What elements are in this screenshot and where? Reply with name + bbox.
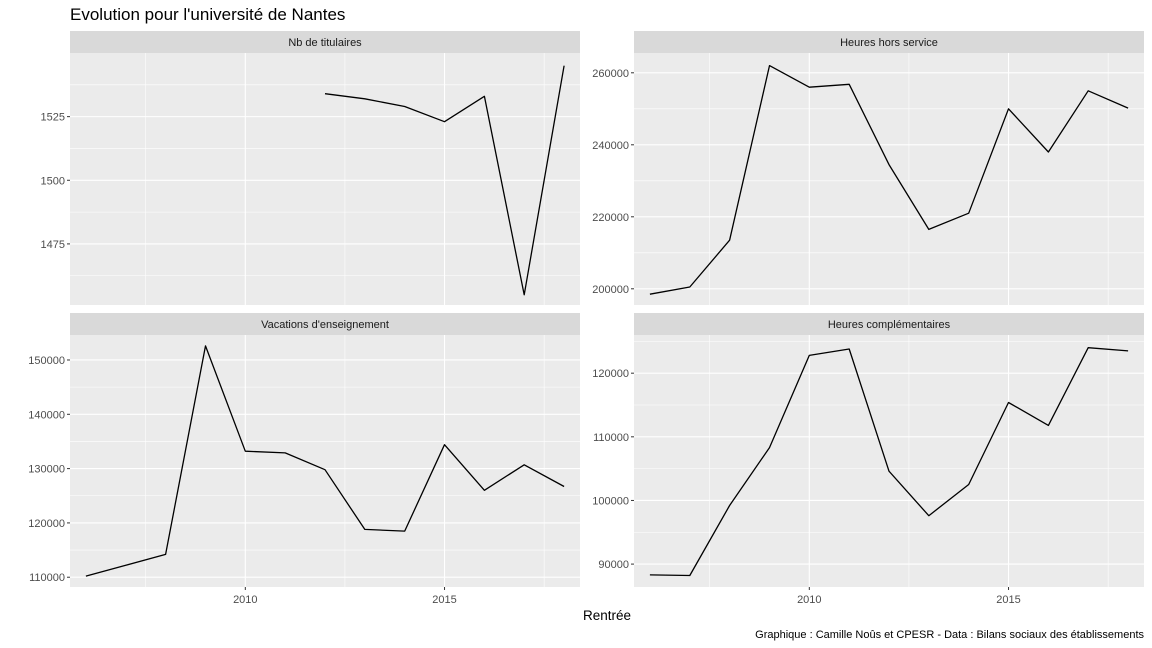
series-line-nb-de-titulaires: [324, 65, 565, 296]
data-point: [364, 98, 366, 100]
data-point: [689, 575, 691, 577]
panel-vacations-d-enseignement: Vacations d'enseignement 110000 120000 1300…: [28, 313, 580, 606]
data-point: [848, 348, 850, 350]
data-point: [729, 505, 731, 507]
facet-strip-label: Heures hors service: [840, 37, 938, 49]
facet-strip-label: Heures complémentaires: [828, 319, 951, 331]
facet-strip-label: Nb de titulaires: [288, 37, 362, 49]
data-point: [649, 574, 651, 576]
data-point: [888, 470, 890, 472]
y-tick-label: 220000: [592, 212, 629, 224]
y-tick-label: 1525: [41, 112, 65, 124]
data-point: [444, 444, 446, 446]
x-tick-label: 2015: [432, 594, 456, 606]
x-axis-title: Rentrée: [583, 608, 631, 623]
data-point: [1048, 151, 1050, 153]
facet-strip: [70, 313, 580, 335]
panel-background: [70, 335, 580, 587]
data-point: [1127, 350, 1129, 352]
data-point: [444, 121, 446, 123]
y-tick-label: 120000: [28, 518, 65, 530]
data-point: [968, 484, 970, 486]
x-tick-label: 2010: [233, 594, 257, 606]
data-point: [563, 486, 565, 488]
y-tick-label: 130000: [28, 464, 65, 476]
x-tick-label: 2010: [797, 594, 821, 606]
panel-background: [634, 53, 1144, 305]
chart-title: Evolution pour l'université de Nantes: [70, 5, 345, 24]
panel-background: [70, 53, 580, 305]
data-point: [689, 286, 691, 288]
data-point: [1048, 425, 1050, 427]
data-point: [484, 95, 486, 97]
data-point: [968, 212, 970, 214]
data-point: [125, 564, 127, 566]
data-point: [404, 530, 406, 532]
data-point: [523, 464, 525, 466]
panel-background: [634, 335, 1144, 587]
data-point: [809, 86, 811, 88]
panel-heures-complementaires: Heures complémentaires 90000 100000 110000 1…: [592, 313, 1144, 606]
data-point: [928, 515, 930, 517]
data-point: [809, 355, 811, 357]
data-point: [1008, 108, 1010, 110]
data-point: [729, 239, 731, 241]
data-point: [1087, 347, 1089, 349]
data-point: [1127, 107, 1129, 109]
y-tick-label: 200000: [592, 284, 629, 296]
data-point: [404, 106, 406, 108]
y-tick-label: 100000: [592, 495, 629, 507]
y-tick-label: 110000: [29, 572, 65, 584]
panel-heures-hors-service: Heures hors service 200000 220000 240000 260…: [592, 31, 1144, 305]
data-point: [85, 575, 87, 577]
series-line-vacations-d-enseignement: [85, 345, 565, 577]
y-tick-label: 140000: [28, 409, 65, 421]
data-point: [484, 490, 486, 492]
data-point: [245, 450, 247, 452]
data-point: [1087, 90, 1089, 92]
data-point: [928, 229, 930, 231]
facet-strip-label: Vacations d'enseignement: [261, 319, 389, 331]
y-tick-label: 110000: [593, 432, 629, 444]
series-line-heures-hors-service: [649, 64, 1129, 295]
data-point: [848, 84, 850, 86]
series-line-heures-complementaires: [649, 347, 1129, 577]
data-point: [523, 294, 525, 296]
y-tick-label: 120000: [592, 368, 629, 380]
y-tick-label: 240000: [592, 140, 629, 152]
facet-strip: [634, 31, 1144, 53]
x-tick-label: 2015: [996, 594, 1020, 606]
y-tick-label: 260000: [592, 68, 629, 80]
facet-strip: [634, 313, 1144, 335]
data-point: [649, 293, 651, 295]
data-point: [769, 65, 771, 67]
data-point: [1008, 402, 1010, 404]
y-tick-label: 150000: [28, 355, 65, 367]
facet-strip: [70, 31, 580, 53]
data-point: [364, 529, 366, 531]
data-point: [324, 93, 326, 95]
data-point: [205, 345, 207, 347]
chart-caption: Graphique : Camille Noûs et CPESR - Data…: [755, 629, 1144, 641]
y-tick-label: 90000: [598, 559, 629, 571]
panel-nb-de-titulaires: Nb de titulaires 1475 1500 1525: [41, 31, 580, 305]
y-tick-label: 1500: [41, 175, 65, 187]
data-point: [563, 65, 565, 67]
y-tick-label: 1475: [41, 239, 65, 251]
data-point: [165, 554, 167, 556]
data-point: [888, 164, 890, 166]
facet-panels: Nb de titulaires 1475 1500 1525 Heures hors …: [28, 31, 1144, 606]
data-point: [769, 447, 771, 449]
data-point: [284, 452, 286, 454]
data-point: [324, 469, 326, 471]
